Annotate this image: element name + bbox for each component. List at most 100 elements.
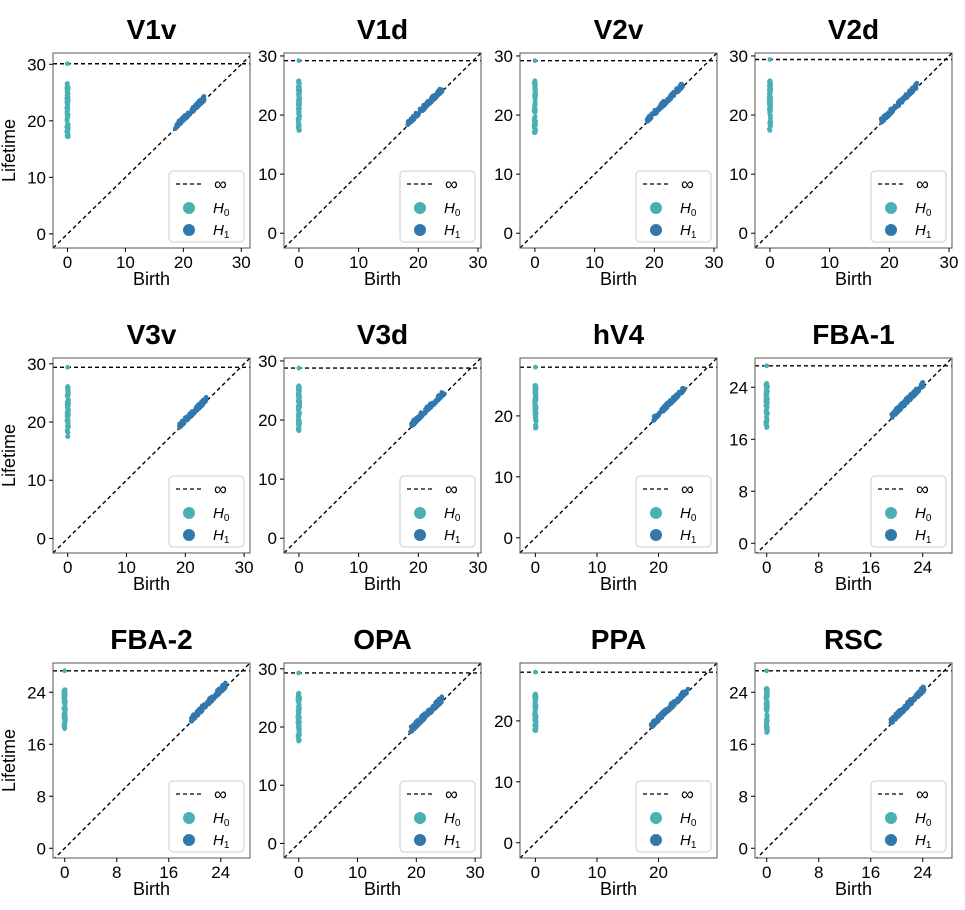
h1-point [672, 397, 678, 403]
h1-point [189, 717, 195, 723]
x-axis-label: Birth [133, 574, 170, 594]
legend-h1-swatch [650, 834, 662, 846]
y-tick-label: 20 [494, 712, 513, 731]
h0-infinite-point [296, 670, 302, 676]
y-tick-label: 24 [729, 378, 748, 397]
y-tick-label: 30 [258, 660, 277, 679]
h0-point [764, 685, 770, 691]
y-tick-label: 30 [494, 47, 513, 66]
h1-point [889, 720, 894, 726]
x-tick-label: 10 [349, 558, 368, 577]
legend-infinity-label: ∞ [916, 784, 929, 804]
plot-area [284, 53, 481, 248]
h1-point [890, 715, 896, 720]
h0-point [296, 396, 302, 402]
x-tick-label: 0 [63, 558, 72, 577]
h0-point [296, 428, 302, 434]
h1-point [898, 707, 903, 713]
y-tick-label: 8 [739, 787, 748, 806]
h1-point [668, 96, 674, 101]
h0-infinite-point [296, 58, 302, 64]
h0-point [63, 714, 68, 720]
y-tick-label: 10 [27, 471, 46, 490]
h0-point [65, 397, 71, 403]
h1-point [180, 118, 185, 124]
legend-infinity-label: ∞ [916, 174, 929, 194]
h1-point [656, 718, 661, 724]
h0-point [65, 434, 71, 439]
h1-point [897, 406, 902, 412]
legend-box [168, 170, 245, 243]
panel-title: hV4 [593, 319, 645, 350]
h0-infinite-point [296, 365, 302, 371]
axes-frame [283, 357, 482, 554]
legend-box [399, 780, 476, 853]
h0-point [532, 395, 538, 401]
h0-point [764, 402, 770, 408]
h1-point [182, 114, 188, 120]
legend-h0-swatch [414, 812, 426, 824]
h0-point [532, 399, 538, 405]
y-tick-label: 10 [729, 165, 748, 184]
h1-point [891, 106, 896, 112]
axes-frame [52, 52, 251, 249]
x-tick-label: 24 [913, 558, 932, 577]
y-tick-label: 8 [739, 482, 748, 501]
h0-point [295, 407, 301, 413]
h1-point [677, 696, 683, 702]
legend-h1-swatch [414, 529, 426, 541]
legend-h0-swatch [183, 812, 195, 824]
h0-point [65, 81, 70, 86]
legend-box [399, 170, 476, 243]
h1-point [902, 402, 907, 408]
h1-point [666, 400, 672, 405]
h1-point [895, 100, 901, 105]
h0-point [295, 98, 301, 103]
legend-infinity-label: ∞ [681, 784, 694, 804]
h0-point [65, 403, 71, 408]
y-tick-label: 0 [268, 224, 277, 243]
h0-point [763, 396, 769, 402]
y-tick-label: 20 [27, 112, 46, 131]
legend-h0-swatch [414, 202, 426, 214]
y-tick-label: 0 [37, 529, 46, 548]
legend-h1-swatch [183, 224, 195, 236]
panel-title: FBA-2 [110, 624, 192, 655]
h0-point [296, 710, 301, 716]
panel-title: V3d [357, 319, 408, 350]
h0-point [532, 717, 538, 723]
h1-point [430, 400, 435, 406]
plot-area [53, 663, 250, 858]
h0-infinite-point [532, 58, 538, 64]
y-tick-label: 8 [37, 787, 46, 806]
x-tick-label: 0 [531, 863, 540, 882]
x-tick-label: 10 [587, 558, 606, 577]
h0-point [64, 86, 70, 92]
plot-area [755, 358, 952, 553]
h0-point [768, 121, 773, 127]
y-tick-label: 10 [258, 165, 277, 184]
axes-frame [519, 662, 718, 859]
h1-point [413, 719, 419, 725]
legend-infinity-label: ∞ [681, 174, 694, 194]
y-tick-label: 24 [27, 683, 46, 702]
h0-infinite-point [65, 61, 70, 67]
h1-point [670, 701, 676, 706]
h1-point [194, 102, 199, 107]
h1-point [666, 708, 671, 714]
h0-point [767, 100, 772, 106]
h0-point [296, 91, 302, 97]
x-tick-label: 16 [159, 863, 178, 882]
h1-point [650, 719, 656, 725]
h0-infinite-point [532, 364, 538, 370]
x-tick-label: 20 [407, 863, 426, 882]
axes-frame [283, 52, 482, 249]
plot-area [53, 358, 250, 553]
panel-title: RSC [824, 624, 883, 655]
